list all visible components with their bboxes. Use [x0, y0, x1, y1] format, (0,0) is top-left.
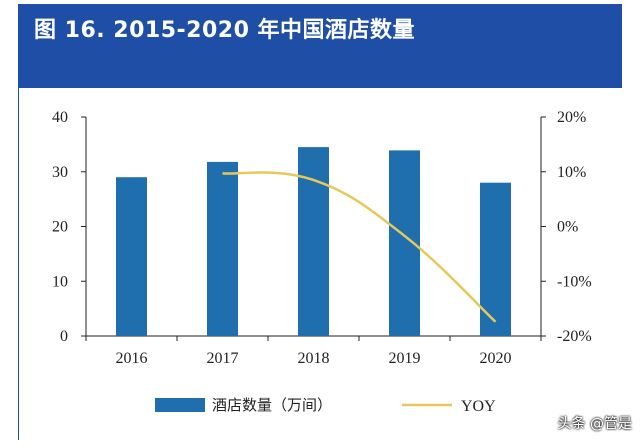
x-tick-label: 2016: [116, 350, 148, 367]
right-tick-label: 20%: [557, 109, 586, 126]
bar: [116, 177, 147, 336]
left-border-line: [18, 88, 19, 440]
left-tick-label: 10: [52, 273, 68, 290]
right-tick-label: -20%: [557, 328, 592, 345]
yoy-line-group: [222, 171, 497, 323]
bars-group: [116, 147, 511, 336]
right-tick-label: 10%: [557, 164, 586, 181]
legend: 酒店数量（万间） YOY: [155, 396, 496, 415]
left-tick-label: 40: [52, 109, 68, 126]
legend-bar-swatch: [155, 398, 205, 412]
x-tick-label: 2018: [298, 350, 330, 367]
left-tick-label: 30: [52, 164, 68, 181]
right-tick-label: 0%: [557, 219, 578, 236]
left-tick-label: 20: [52, 219, 68, 236]
x-tick-label: 2020: [480, 350, 512, 367]
left-tick-label: 0: [60, 328, 68, 345]
bar: [207, 161, 238, 336]
legend-line-label: YOY: [461, 398, 496, 415]
legend-bar-label: 酒店数量（万间）: [212, 396, 332, 414]
bar: [480, 182, 511, 336]
chart-title: 图 16. 2015-2020 年中国酒店数量: [34, 18, 416, 43]
right-tick-label: -10%: [557, 273, 592, 290]
title-banner: 图 16. 2015-2020 年中国酒店数量: [18, 4, 622, 88]
bar: [298, 147, 329, 336]
yoy-line: [222, 171, 497, 323]
x-tick-label: 2017: [207, 350, 239, 367]
tick-labels-group: 0 10 20 30 40 -20% -10% 0% 10% 20% 2016 2017 2018 201…: [52, 109, 592, 367]
source-watermark: 头条 @管是: [557, 416, 632, 432]
x-tick-label: 2019: [389, 350, 421, 367]
